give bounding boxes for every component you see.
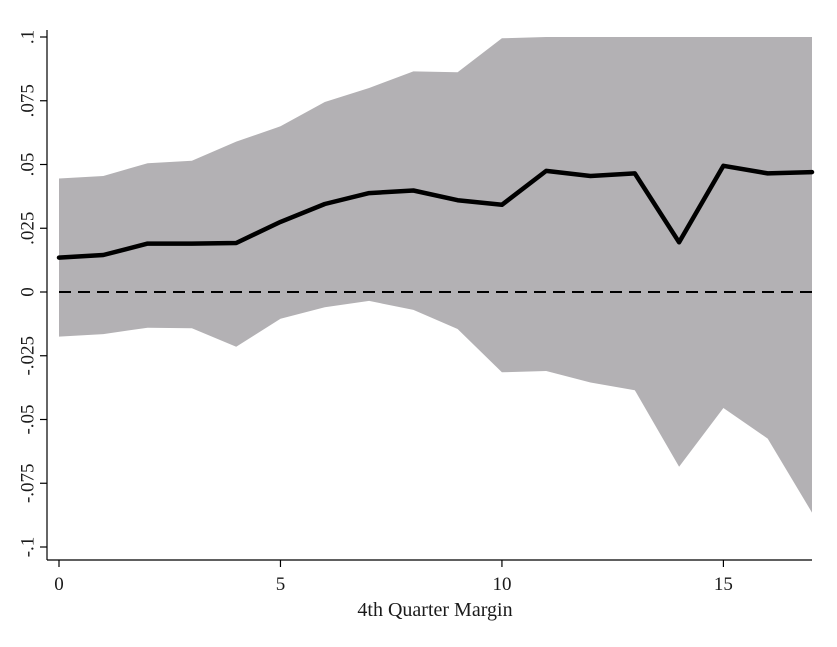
x-ticks: 0 5 10 15: [54, 560, 733, 595]
y-ticks: -.1 -.075 -.05 -.025 0 .025 .05 .075 .1: [17, 30, 47, 557]
confidence-band: [59, 37, 812, 513]
x-axis-title: 4th Quarter Margin: [357, 599, 512, 621]
y-tick-label: .1: [17, 30, 38, 44]
series-layer: [56, 163, 815, 260]
x-tick-label: 10: [492, 574, 511, 595]
estimate-line: [56, 163, 815, 260]
y-tick-label: -.075: [17, 463, 38, 503]
y-tick-label: 0: [17, 287, 38, 297]
y-tick-label: .025: [17, 212, 38, 245]
confidence-band-layer: [59, 37, 812, 513]
x-tick-label: 5: [276, 574, 286, 595]
y-tick-label: -.1: [17, 537, 38, 558]
x-tick-label: 0: [54, 574, 64, 595]
y-tick-label: .075: [17, 84, 38, 117]
y-tick-label: -.05: [17, 404, 38, 434]
y-tick-label: -.025: [17, 336, 38, 376]
axes: [46, 30, 812, 561]
x-tick-label: 15: [714, 574, 733, 595]
y-tick-label: .05: [17, 153, 38, 177]
